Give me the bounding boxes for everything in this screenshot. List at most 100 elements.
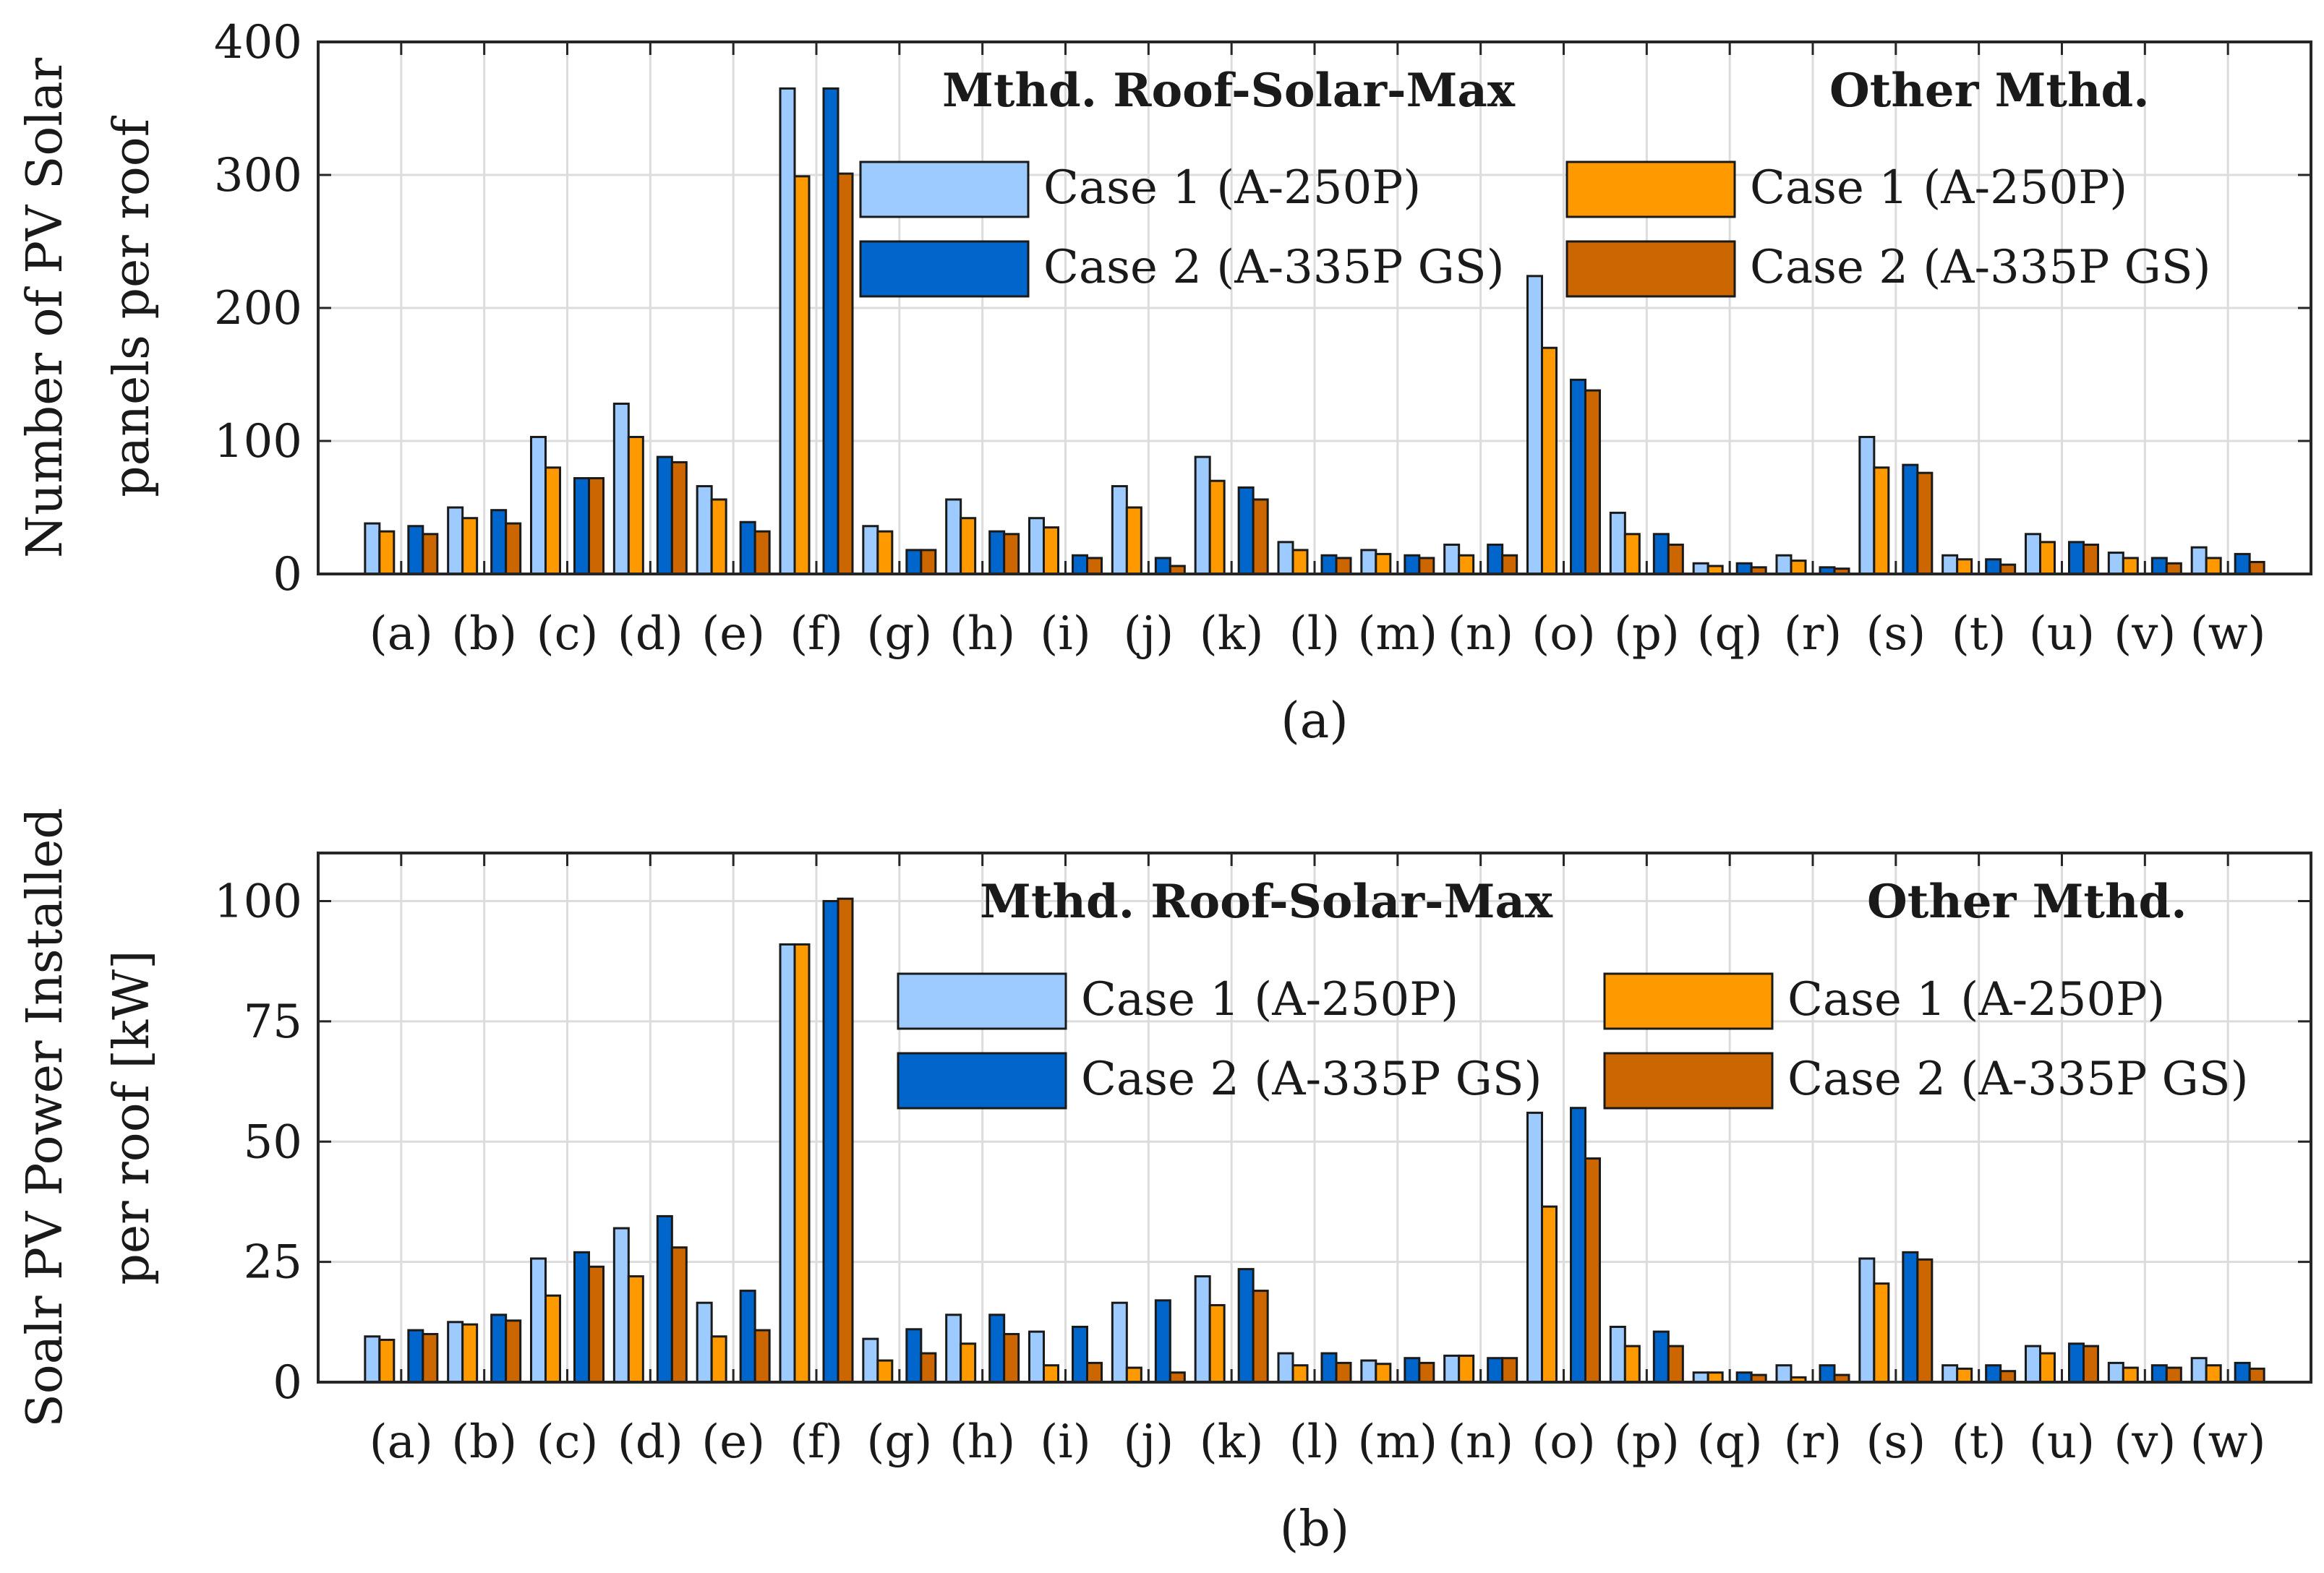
bar-case1-roof (2107, 1361, 2124, 1384)
bar-case2-roof (1487, 544, 1504, 575)
bar-case2-other (753, 530, 771, 575)
bar-case1-roof (1443, 544, 1461, 575)
bar-case2-roof (1902, 1251, 1919, 1384)
bar-case2-roof (1902, 463, 1919, 575)
bar-case1-other (378, 530, 396, 575)
y-tick-label: 0 (273, 548, 302, 601)
bar-case1-roof (1609, 1325, 1626, 1384)
bar-case1-other (2039, 1352, 2056, 1384)
x-tick-label: (e) (701, 1415, 765, 1469)
legend-swatch-case1-roof (859, 160, 1030, 218)
bar-case2-other (2248, 560, 2265, 575)
bar-case1-other (1541, 1205, 1558, 1384)
bar-case1-roof (1941, 554, 1959, 575)
x-tick-label: (h) (949, 1415, 1015, 1469)
bar-case1-other (2122, 1366, 2139, 1384)
bar-case1-roof (862, 525, 879, 575)
bar-case1-other (1873, 1282, 1890, 1384)
bar-case1-roof (447, 506, 464, 575)
bar-case1-other (876, 1359, 894, 1384)
x-tick-label: (l) (1289, 1415, 1340, 1469)
bar-case1-roof (2107, 552, 2124, 575)
bar-case1-other (960, 517, 977, 575)
x-tick-label: (s) (1866, 607, 1926, 661)
bar-case2-other (1501, 554, 1518, 575)
bar-case2-other (920, 1352, 937, 1384)
bar-case1-roof (862, 1337, 879, 1384)
bar-case1-other (1043, 1364, 1059, 1384)
bar-case2-roof (1985, 1364, 2002, 1384)
bar-case1-other (1623, 1345, 1641, 1384)
legend-group-heading-other: Other Mthd. (1829, 64, 2150, 118)
bar-case2-other (422, 533, 439, 575)
bar-case1-roof (612, 1227, 630, 1384)
bar-case1-other (1956, 1367, 1973, 1384)
bar-case1-other (461, 517, 479, 575)
legend-swatch-case2-other (1565, 240, 1736, 298)
bar-case2-roof (1652, 1330, 1670, 1384)
bar-case2-other (670, 460, 688, 575)
bar-case1-other (1541, 346, 1558, 575)
x-tick-label: (a) (369, 607, 433, 661)
bar-case2-roof (988, 530, 1006, 575)
bar-case2-other (2082, 1345, 2099, 1384)
bar-case1-roof (1941, 1364, 1959, 1384)
bar-case1-roof (612, 402, 630, 575)
bar-case2-other (2165, 562, 2182, 575)
x-tick-label: (t) (1952, 607, 2007, 661)
bar-case2-roof (739, 1290, 756, 1384)
bar-case2-other (1418, 1361, 1435, 1384)
bar-case1-other (1291, 549, 1309, 575)
bar-case2-roof (2068, 1342, 2085, 1384)
bar-case1-other (1043, 526, 1059, 575)
legend-label-case2-other: Case 2 (A-335P GS) (1750, 241, 2211, 294)
bar-case2-other (837, 897, 854, 1384)
y-axis-label-line2: panels per roof (103, 115, 161, 497)
bar-case2-other (1667, 544, 1684, 575)
bar-case2-other (588, 477, 605, 575)
x-tick-label: (k) (1200, 1415, 1264, 1469)
legend-group-heading-other: Other Mthd. (1867, 875, 2187, 929)
x-tick-label: (q) (1697, 607, 1763, 661)
y-tick-label: 300 (214, 149, 302, 202)
bar-case1-roof (1858, 435, 1876, 575)
x-tick-label: (b) (451, 1415, 517, 1469)
bar-case1-roof (1609, 511, 1626, 575)
x-tick-label: (m) (1358, 1415, 1438, 1469)
y-axis-label-line1: Soalr PV Power Installed (17, 807, 74, 1428)
bar-case1-roof (1775, 1364, 1793, 1384)
bar-case1-other (960, 1342, 977, 1384)
bar-case2-other (1086, 557, 1103, 575)
x-tick-label: (u) (2029, 607, 2095, 661)
bar-case1-roof (447, 1321, 464, 1384)
bar-case1-roof (779, 87, 796, 575)
legend-label-case1-roof: Case 1 (A-250P) (1081, 973, 1458, 1026)
bar-case1-roof (1775, 554, 1793, 575)
bar-case1-other (710, 498, 727, 575)
x-tick-label: (g) (866, 1415, 932, 1469)
legend-swatch-case2-roof (897, 1052, 1067, 1110)
y-tick-label: 0 (273, 1356, 302, 1410)
bar-case2-roof (1819, 1364, 1836, 1384)
x-tick-label: (b) (451, 607, 517, 661)
bar-case2-other (1584, 1157, 1601, 1384)
bar-case2-roof (2150, 1364, 2168, 1384)
bar-case1-other (1375, 552, 1392, 575)
bar-case2-roof (1237, 486, 1255, 575)
y-tick-label: 200 (214, 282, 302, 335)
x-tick-label: (r) (1784, 1415, 1842, 1469)
bar-case2-other (1501, 1357, 1518, 1384)
y-tick-label: 400 (214, 16, 302, 69)
bar-case2-other (2248, 1367, 2265, 1384)
legend: Mthd. Roof-Solar-Max Other Mthd. Case 1 … (897, 875, 2249, 1110)
bar-case1-roof (945, 1313, 962, 1384)
bar-case2-roof (905, 549, 923, 575)
bar-case2-roof (1652, 533, 1670, 575)
bar-case2-roof (988, 1313, 1006, 1384)
x-tick-label: (j) (1123, 607, 1174, 661)
x-tick-label: (s) (1866, 1415, 1926, 1469)
bar-case2-roof (407, 1329, 424, 1384)
bar-case1-other (544, 1294, 561, 1384)
bar-case2-roof (822, 900, 840, 1384)
